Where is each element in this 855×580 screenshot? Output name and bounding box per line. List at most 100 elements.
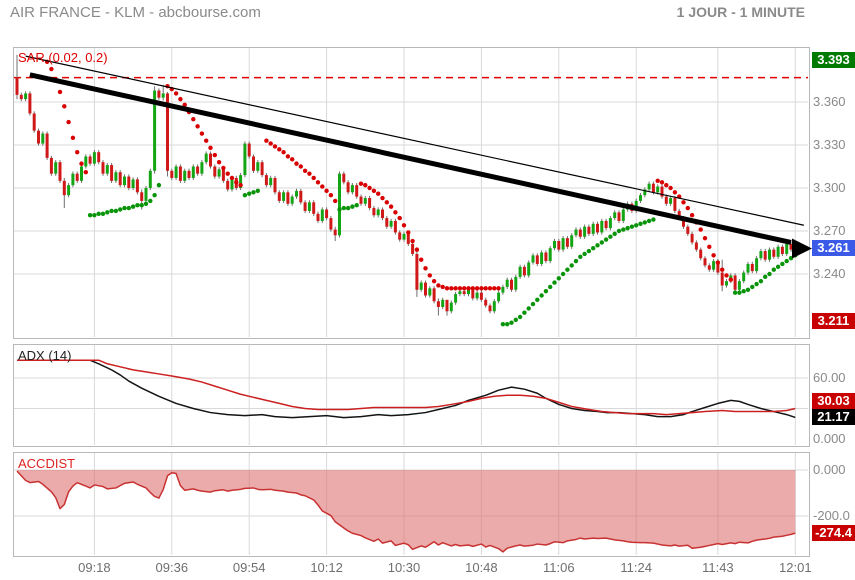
candle-bullish <box>282 192 286 201</box>
sar-dot-bearish <box>431 278 437 284</box>
candle-bullish <box>583 226 587 237</box>
candle-bullish <box>67 185 71 196</box>
time-tick-10:48: 10:48 <box>465 560 498 575</box>
candle-bearish <box>716 261 720 273</box>
candle-bearish <box>359 196 363 204</box>
sar-dot-bearish <box>204 138 209 143</box>
candle-bullish <box>290 196 294 204</box>
sar-dot-bearish <box>302 168 308 173</box>
sar-dot-bullish <box>251 190 256 195</box>
sar-dot-bearish <box>720 267 725 272</box>
accdist-axis-label: 0.000 <box>813 462 846 477</box>
adx-red-line <box>17 359 796 416</box>
accdist-indicator-label: ACCDIST <box>18 456 76 471</box>
candle-bullish <box>613 212 617 219</box>
sar-dot-bearish <box>195 124 200 129</box>
sar-dot-bearish <box>70 135 76 141</box>
candle-bearish <box>587 226 591 234</box>
sar-dot-bullish <box>767 271 772 277</box>
candle-bearish <box>682 218 685 227</box>
candle-bullish <box>105 165 109 174</box>
sar-dot-bearish <box>410 238 415 244</box>
sar-dot-bearish <box>315 180 321 185</box>
sar-dot-bullish <box>771 267 776 272</box>
sar-dot-bearish <box>393 210 398 215</box>
sar-dot-bearish <box>62 104 67 109</box>
sar-dot-bearish <box>449 286 454 291</box>
candle-bullish <box>230 177 234 190</box>
sar-dot-bullish <box>573 258 579 264</box>
candle-bearish <box>247 143 251 157</box>
candle-bearish <box>252 156 255 171</box>
candle-bullish <box>561 238 565 250</box>
candle-bearish <box>62 180 66 196</box>
candle-bearish <box>544 252 548 262</box>
candle-bullish <box>402 233 406 240</box>
sar-dot-bullish <box>552 280 557 285</box>
candle-bullish <box>712 261 716 270</box>
sar-dot-bullish <box>242 192 248 198</box>
sar-dot-bullish <box>126 205 131 211</box>
candle-bearish <box>88 156 92 164</box>
candle-bullish <box>256 162 260 171</box>
candle-bearish <box>436 301 440 307</box>
sar-dot-bearish <box>178 96 183 102</box>
candle-bullish <box>428 288 432 296</box>
sar-dot-bullish <box>646 218 652 224</box>
sar-dot-bearish <box>49 66 54 72</box>
sar-dot-bearish <box>444 286 450 291</box>
sar-dot-bullish <box>522 310 527 315</box>
time-tick-10:30: 10:30 <box>387 560 421 575</box>
candle-bullish <box>92 152 96 164</box>
sar-dot-bullish <box>745 287 751 292</box>
candle-bearish <box>346 182 350 193</box>
candle-bearish <box>557 241 561 250</box>
price-axis-label: 3.240 <box>813 265 846 281</box>
sar-dot-bearish <box>397 215 402 221</box>
sar-dot-bullish <box>556 276 561 281</box>
sar-dot-bullish <box>603 237 609 242</box>
sar-dot-bearish <box>483 286 488 291</box>
candle-bearish <box>664 196 668 204</box>
candle-bearish <box>686 226 690 234</box>
candle-bearish <box>286 192 290 204</box>
candle-bearish <box>32 113 36 131</box>
candle-bearish <box>398 232 402 240</box>
candle-bearish <box>424 282 427 296</box>
sar-dot-bearish <box>307 171 312 176</box>
candle-bearish <box>226 180 230 190</box>
candle-bearish <box>325 209 329 219</box>
sar-dot-bearish <box>698 227 703 232</box>
sar-dot-bullish <box>758 278 764 284</box>
sar-dot-bearish <box>702 235 708 241</box>
candle-bullish <box>458 291 462 295</box>
candle-bearish <box>273 177 277 193</box>
sar-dot-bearish <box>264 138 269 143</box>
candle-bullish <box>755 258 759 272</box>
sar-indicator-label: SAR (0.02, 0.2) <box>18 50 108 65</box>
candle-bullish <box>131 179 135 188</box>
sar-dot-bearish <box>66 119 71 125</box>
candle-bearish <box>127 176 131 188</box>
candle-bullish <box>647 183 651 190</box>
candle-bearish <box>411 243 415 254</box>
sar-dot-bearish <box>681 200 686 205</box>
sar-dot-bearish <box>367 185 372 191</box>
candle-bullish <box>295 190 298 197</box>
candle-bullish <box>768 249 771 260</box>
candle-bullish <box>518 266 522 277</box>
candle-bearish <box>703 258 707 266</box>
candle-bearish <box>140 192 144 201</box>
candle-bullish <box>200 162 204 174</box>
sar-dot-bearish <box>199 131 205 136</box>
sar-dot-bearish <box>324 188 329 194</box>
sar-dot-bearish <box>423 266 428 271</box>
candle-bullish <box>570 235 574 247</box>
candle-bullish <box>725 281 728 286</box>
sar-dot-bearish <box>272 144 278 149</box>
sar-dot-bearish <box>238 182 243 188</box>
candle-bearish <box>196 166 200 174</box>
candle-bearish <box>178 166 182 181</box>
candle-bullish <box>389 220 393 227</box>
candle-bearish <box>316 213 320 221</box>
